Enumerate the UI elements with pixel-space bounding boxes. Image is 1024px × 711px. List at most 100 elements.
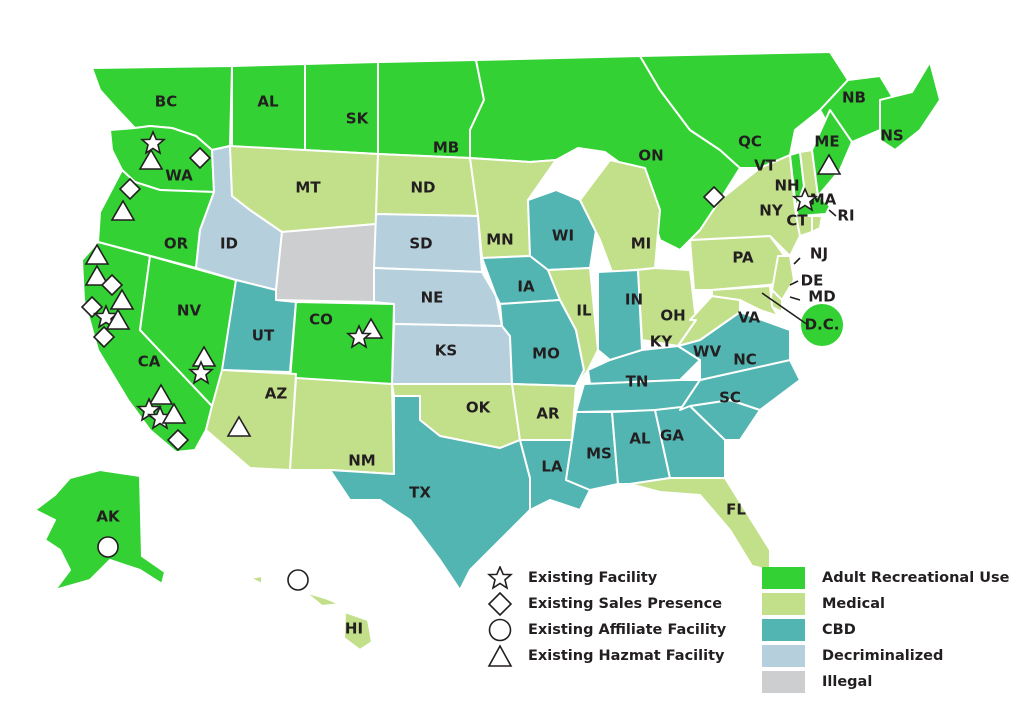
legend-row-illegal: Illegal — [762, 669, 1009, 695]
diamond-icon — [166, 428, 190, 452]
legend-row-decriminalized: Decriminalized — [762, 643, 1009, 669]
region-fl — [629, 477, 771, 571]
star-icon — [791, 186, 819, 212]
leader-lines — [761, 209, 837, 326]
legend-label: Existing Sales Presence — [528, 596, 723, 612]
region-label-ms: MS — [586, 445, 612, 463]
region-nj — [771, 255, 795, 301]
region-label-nc: NC — [733, 351, 757, 369]
diamond-icon — [486, 592, 514, 616]
region-il — [547, 267, 599, 387]
swatch-medical — [762, 593, 805, 615]
region-label-tx: TX — [409, 484, 431, 502]
legend-row-existing-sales-presence: Existing Sales Presence — [486, 591, 726, 617]
region-label-il: IL — [576, 302, 592, 320]
triangle-icon — [110, 199, 136, 221]
region-label-mb: MB — [433, 139, 459, 157]
region-label-sk: SK — [346, 110, 370, 128]
triangle-icon — [161, 402, 187, 424]
region-label-ky: KY — [650, 333, 674, 351]
region-label-fl: FL — [726, 501, 746, 519]
region-label-dc: D.C. — [805, 316, 840, 334]
facility-markers — [80, 129, 842, 591]
triangle-icon — [105, 308, 131, 330]
region-label-co: CO — [309, 311, 333, 329]
swatch-adult-recreational — [762, 567, 805, 589]
region-mb — [377, 59, 485, 159]
region-label-ia: IA — [517, 278, 535, 296]
swatch-cbd — [762, 619, 805, 641]
legend-row-existing-facility: Existing Facility — [486, 565, 726, 591]
region-dc — [799, 302, 845, 348]
region-nm — [289, 377, 395, 475]
legend-label: Existing Affiliate Facility — [528, 622, 727, 638]
triangle-icon — [486, 644, 514, 668]
region-label-ns: NS — [880, 127, 903, 145]
star-icon — [187, 359, 215, 385]
region-label-mi: MI — [631, 235, 652, 253]
swatch-illegal — [762, 671, 805, 693]
legend-label: Adult Recreational Use — [822, 570, 1010, 586]
legend-row-adult-recreational: Adult Recreational Use — [762, 565, 1009, 591]
region-label-wa: WA — [165, 167, 193, 185]
region-ns — [879, 61, 941, 151]
circle-icon — [287, 569, 309, 591]
triangle-icon — [84, 264, 110, 286]
diamond-icon — [702, 185, 726, 209]
region-label-ga: GA — [660, 427, 684, 445]
triangle-icon — [84, 243, 110, 265]
legend-row-existing-affiliate-facility: Existing Affiliate Facility — [486, 617, 726, 643]
legend-label: Illegal — [822, 674, 873, 690]
region-tx — [329, 395, 531, 591]
region-label-ne: NE — [421, 289, 444, 307]
region-label-nb: NB — [842, 89, 866, 107]
region-label-mo: MO — [532, 345, 560, 363]
triangle-icon — [138, 148, 164, 170]
legend-label: Existing Facility — [528, 570, 658, 586]
region-label-va: VA — [738, 309, 761, 327]
region-md — [711, 285, 779, 317]
region-ak — [34, 469, 166, 591]
diamond-icon — [118, 177, 142, 201]
region-sk — [304, 61, 379, 155]
region-label-az: AZ — [265, 385, 288, 403]
region-label-ct: CT — [786, 212, 808, 230]
region-label-nd: ND — [410, 179, 435, 197]
region-label-nv: NV — [177, 302, 202, 320]
region-label-nh: NH — [774, 177, 799, 195]
region-label-nj: NJ — [810, 245, 828, 263]
swatch-decriminalized — [762, 645, 805, 667]
region-nc — [679, 359, 801, 411]
us-noncontiguous — [34, 469, 373, 651]
star-icon — [139, 129, 167, 155]
region-label-md: MD — [808, 288, 835, 306]
region-label-hi: HI — [345, 620, 363, 638]
region-labels: BC AL SK MB ON QC NB NS WA OR CA NV ID MT UT CO AZ NM ND SD… — [96, 89, 903, 638]
region-az — [205, 369, 297, 471]
star-icon — [486, 566, 514, 590]
region-label-ar: AR — [536, 405, 560, 423]
diamond-icon — [100, 273, 124, 297]
region-label-oh: OH — [660, 307, 685, 325]
triangle-icon — [109, 288, 135, 310]
region-label-ma: MA — [810, 191, 837, 209]
region-label-ut: UT — [252, 327, 275, 345]
legend-row-existing-hazmat-facility: Existing Hazmat Facility — [486, 643, 726, 669]
region-label-me: ME — [814, 133, 839, 151]
region-mi — [579, 159, 661, 273]
diamond-icon — [92, 325, 116, 349]
region-label-ak: AK — [96, 508, 121, 526]
legend-row-cbd: CBD — [762, 617, 1009, 643]
us-central-east — [469, 109, 853, 571]
region-label-ok: OK — [466, 399, 492, 417]
region-label-or: OR — [164, 235, 189, 253]
region-label-mn: MN — [486, 231, 513, 249]
region-label-bc: BC — [155, 93, 177, 111]
region-label-mt: MT — [295, 179, 321, 197]
region-label-ny: NY — [759, 202, 784, 220]
star-icon — [345, 323, 373, 349]
legend-label: Decriminalized — [822, 648, 944, 664]
diamond-icon — [80, 295, 104, 319]
region-label-al_ca: AL — [257, 93, 279, 111]
region-label-pa: PA — [732, 249, 754, 267]
